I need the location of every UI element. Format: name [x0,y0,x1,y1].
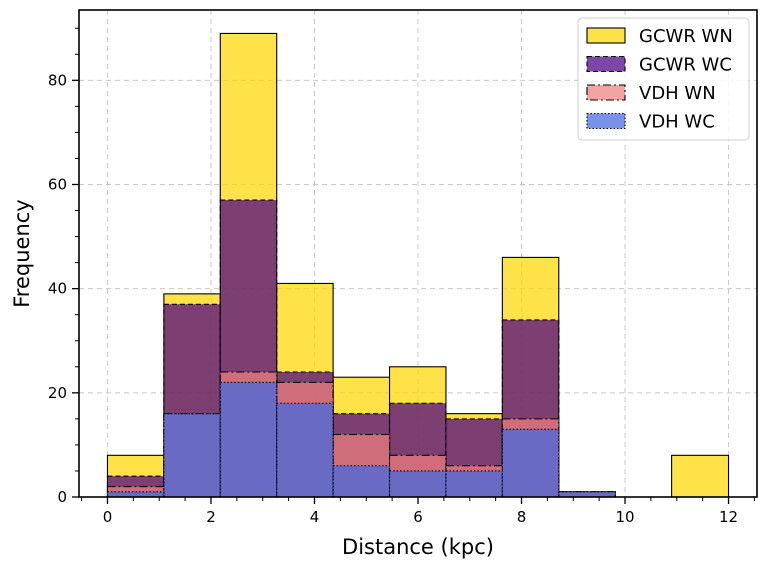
histogram-bars [106,32,730,498]
legend-swatch [586,27,626,44]
legend-label: VDH WN [639,83,716,104]
x-tick-label: 0 [103,508,113,526]
y-tick-label: 80 [48,71,67,89]
y-tick-label: 60 [48,175,67,193]
y-axis-title: Frequency [10,199,34,308]
axis-ticks: 0 2 4 6 8 10 12 0 20 40 60 80 [48,27,755,526]
x-tick-label: 2 [206,508,216,526]
y-tick-label: 40 [48,280,67,298]
histogram-bar [671,454,730,498]
legend-entry: GCWR WC [586,55,732,76]
histogram-bar [106,491,165,498]
legend-box [577,17,750,141]
x-tick-label: 10 [615,508,634,526]
y-tick-label: 0 [57,488,67,506]
histogram-bar [388,470,447,498]
legend-entry: VDH WN [586,83,716,104]
y-tick-label: 20 [48,384,67,402]
histogram-bar [501,428,560,498]
legend-label: GCWR WC [639,55,732,76]
x-axis-title: Distance (kpc) [342,535,494,559]
legend-entry: VDH WC [586,112,715,133]
histogram-bar [332,465,391,498]
legend-swatch [586,84,626,101]
legend-swatch [586,112,626,130]
legend-swatch [586,55,626,73]
x-tick-label: 6 [413,508,423,526]
x-tick-label: 4 [310,508,320,526]
legend: GCWR WN GCWR WC VDH WN VDH WC [577,17,750,141]
legend-label: GCWR WN [639,26,733,47]
histogram-bar [445,470,503,498]
histogram-bar [163,413,221,498]
histogram-bar [558,491,616,498]
histogram-bar [219,381,278,498]
legend-label: VDH WC [639,112,715,133]
legend-entry: GCWR WN [586,26,733,47]
x-tick-label: 12 [719,508,738,526]
histogram-bar [276,402,334,498]
x-tick-label: 8 [517,508,527,526]
